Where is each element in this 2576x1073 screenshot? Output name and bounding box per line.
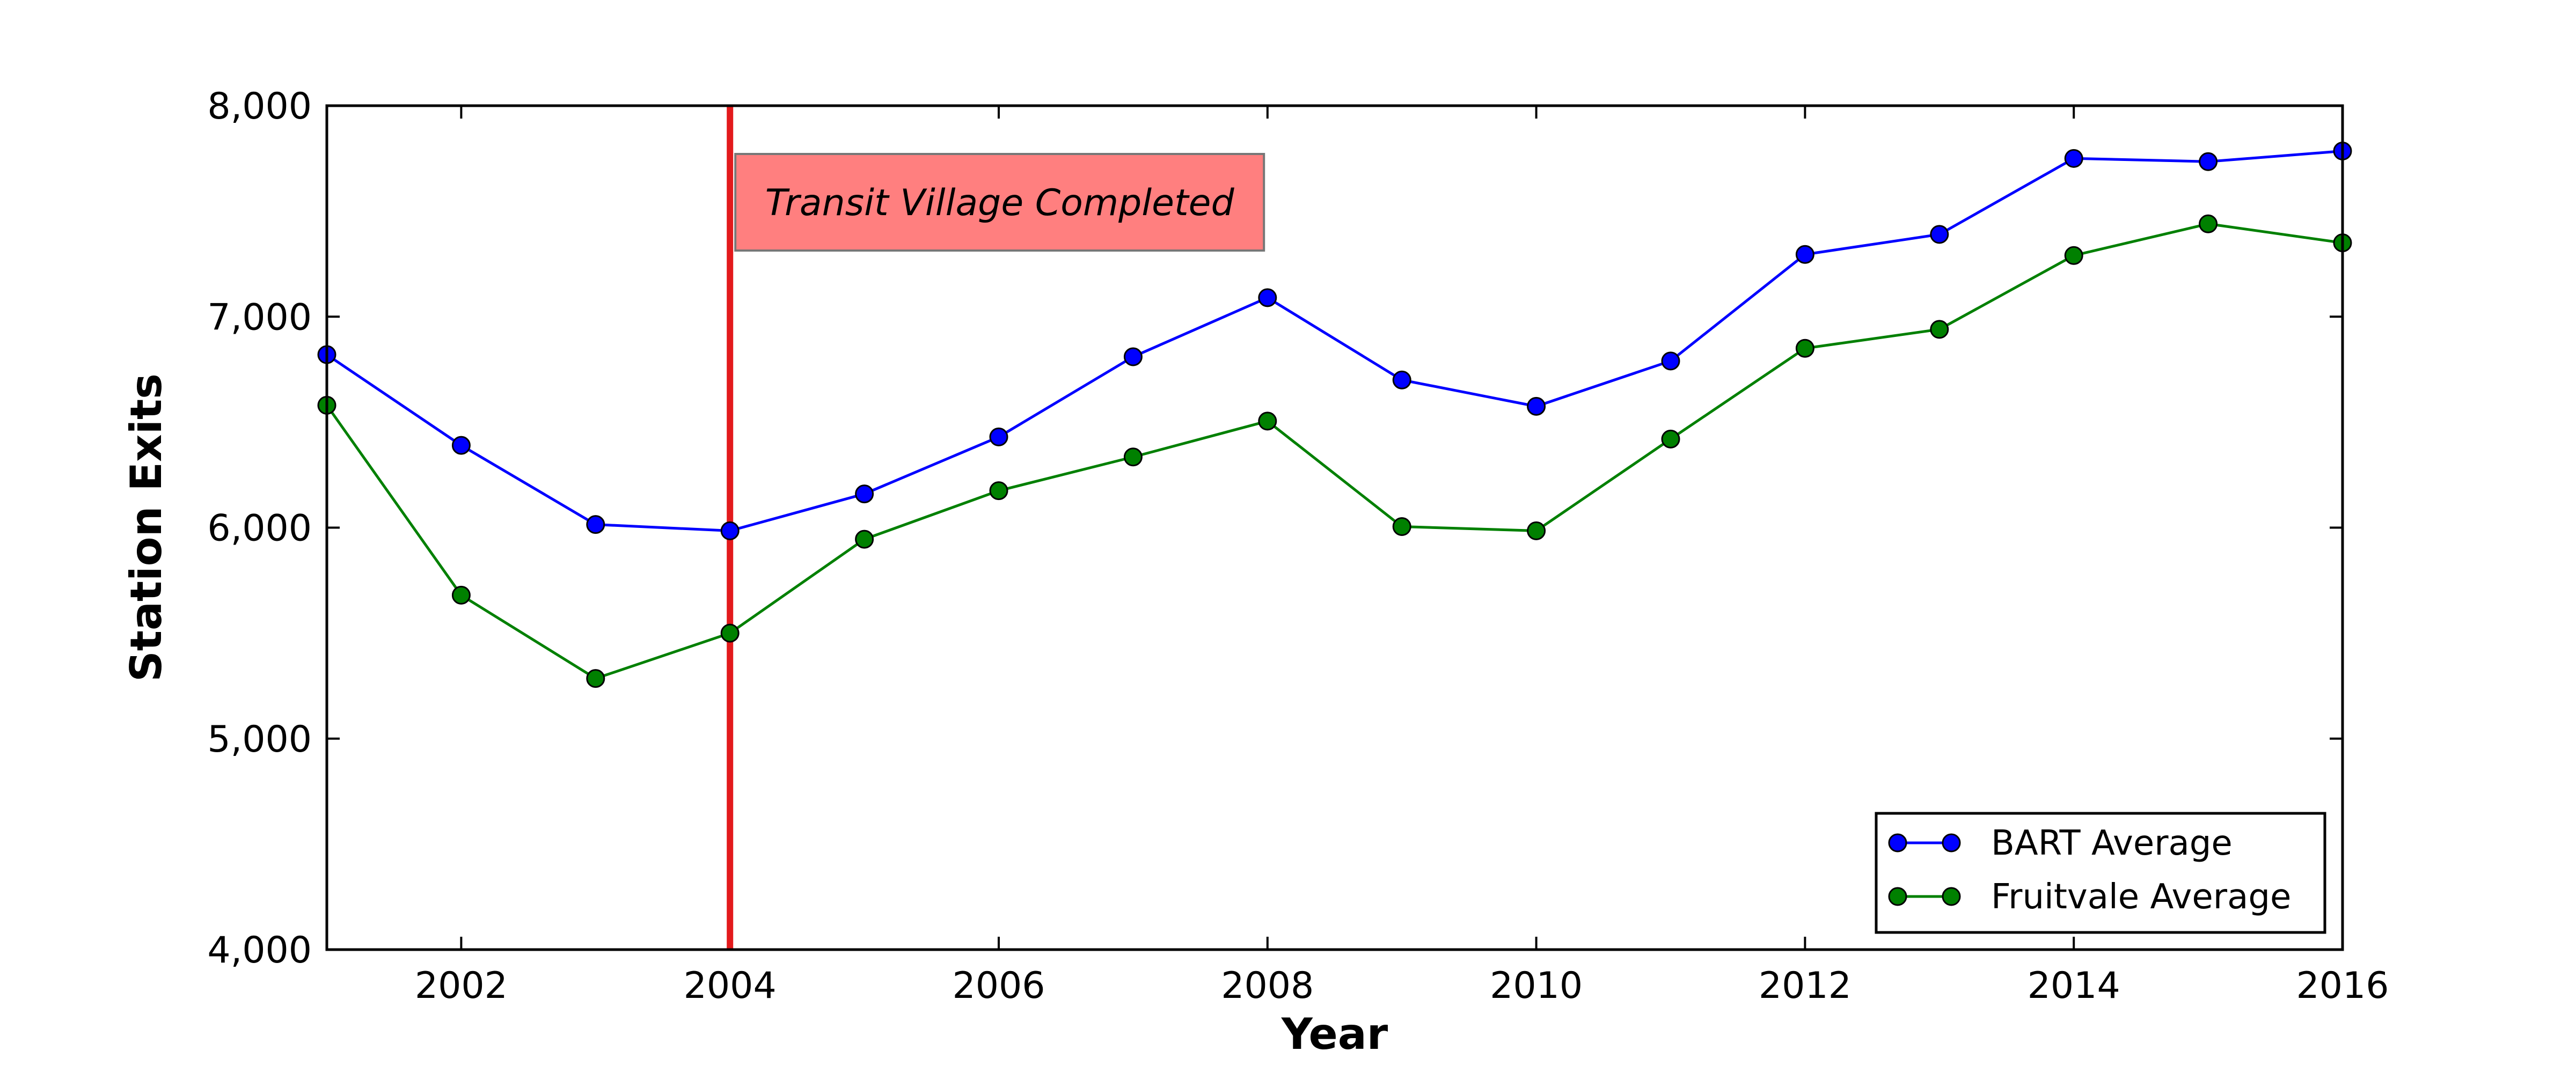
- annotation-label: Transit Village Completed: [765, 182, 1235, 224]
- data-point: [2064, 149, 2083, 168]
- legend-marker: [1888, 833, 1907, 852]
- legend-label: Fruitvale Average: [1991, 877, 2291, 917]
- data-point: [1392, 517, 1411, 536]
- legend-marker: [1942, 887, 1961, 906]
- data-point: [1930, 225, 1949, 244]
- series-line: [326, 150, 2343, 532]
- y-tick-label: 8,000: [207, 85, 312, 128]
- data-point: [1258, 288, 1277, 307]
- x-tick-label: 2012: [1759, 965, 1851, 1007]
- annotation-layer: Transit Village Completed: [727, 106, 1265, 950]
- plot-frame: [325, 104, 2344, 951]
- legend: BART Average Fruitvale Average: [1875, 812, 2326, 934]
- legend-box: [1875, 812, 2326, 934]
- y-tick-label: 7,000: [207, 296, 312, 339]
- x-tick-label: 2004: [684, 965, 777, 1007]
- data-point: [2064, 246, 2083, 265]
- data-point: [1258, 411, 1277, 431]
- data-point: [1930, 320, 1949, 339]
- y-tick-label: 6,000: [207, 508, 312, 550]
- data-point: [1123, 347, 1143, 366]
- series-layer: [317, 142, 2352, 688]
- axes: 2002 2004 2006 2008 2010 2012 2014 2016 4,000 5,0…: [207, 85, 2389, 1007]
- data-point: [586, 515, 605, 534]
- x-tick-label: 2010: [1490, 965, 1583, 1007]
- y-axis-label: Station Exits: [121, 373, 171, 682]
- y-tick-label: 4,000: [207, 929, 312, 972]
- data-point: [989, 427, 1008, 446]
- data-point: [586, 669, 605, 688]
- legend-label: BART Average: [1991, 824, 2233, 863]
- data-point: [720, 623, 740, 643]
- data-point: [451, 436, 471, 455]
- data-point: [1661, 351, 1680, 371]
- x-axis-label: Year: [1281, 1009, 1388, 1059]
- x-tick-label: 2014: [2028, 965, 2120, 1007]
- data-point: [989, 481, 1008, 501]
- data-point: [1527, 396, 1546, 416]
- x-tick-label: 2002: [415, 965, 508, 1007]
- data-point: [1661, 429, 1680, 449]
- data-point: [855, 530, 874, 549]
- data-point: [1795, 245, 1814, 264]
- x-tick-label: 2006: [952, 965, 1045, 1007]
- data-point: [855, 484, 874, 504]
- data-point: [1795, 339, 1814, 358]
- x-tick-label: 2016: [2296, 965, 2389, 1007]
- data-point: [720, 521, 740, 540]
- annotation-box: [734, 153, 1265, 252]
- legend-marker: [1942, 833, 1961, 852]
- series-line: [325, 222, 2343, 680]
- data-point: [451, 585, 471, 605]
- legend-marker: [1888, 887, 1907, 906]
- y-tick-label: 5,000: [207, 718, 312, 761]
- data-point: [1123, 447, 1143, 467]
- data-point: [1527, 521, 1546, 540]
- data-point: [2199, 152, 2218, 171]
- data-point: [1392, 370, 1411, 389]
- x-tick-label: 2008: [1221, 965, 1314, 1007]
- data-point: [2199, 214, 2218, 233]
